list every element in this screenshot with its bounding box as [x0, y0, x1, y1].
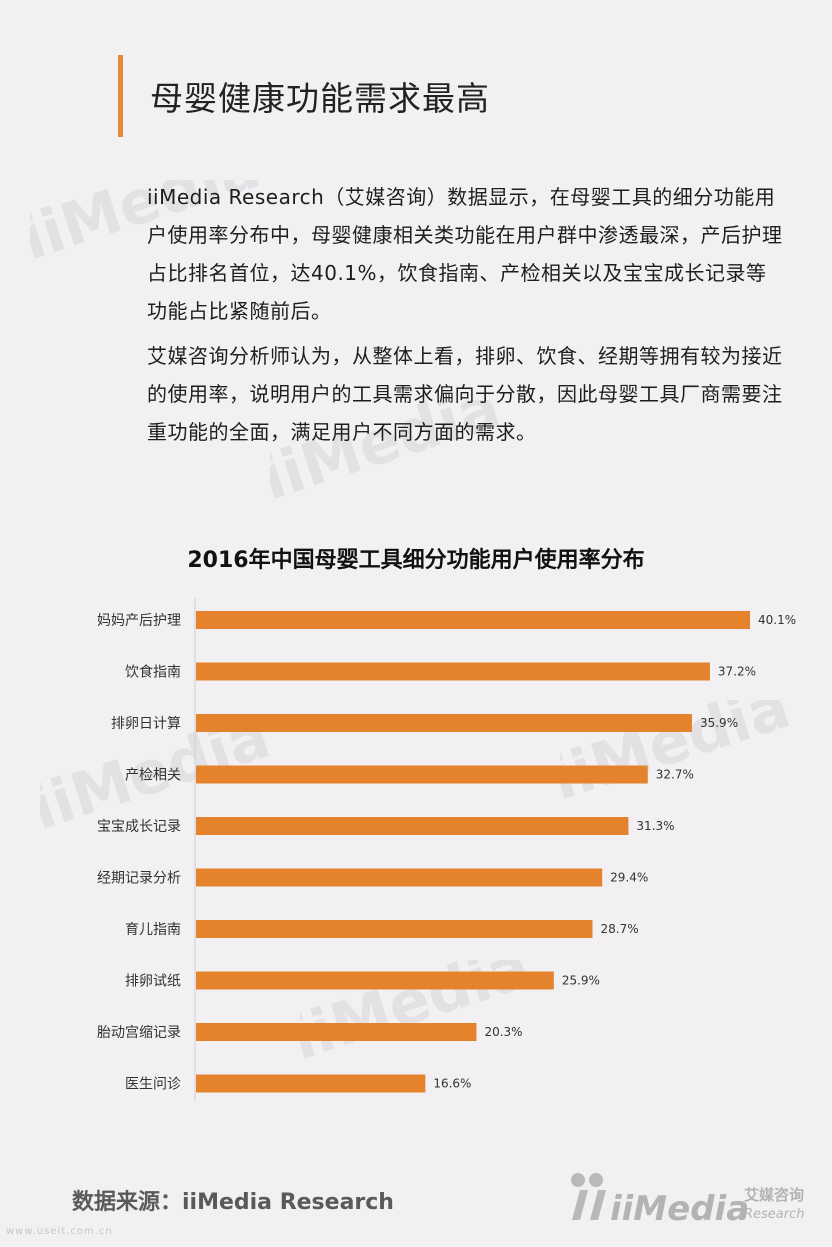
category-label: 胎动宫缩记录	[97, 1025, 181, 1041]
value-label: 29.4%	[610, 871, 648, 885]
intro-paragraph: iiMedia Research（艾媒咨询）数据显示，在母婴工具的细分功能用户使…	[147, 185, 783, 323]
category-label: 医生问诊	[125, 1077, 181, 1093]
value-label: 37.2%	[718, 665, 756, 679]
value-label: 31.3%	[636, 819, 674, 833]
bar	[196, 1023, 477, 1041]
value-label: 25.9%	[562, 974, 600, 988]
chart-title: 2016年中国母婴工具细分功能用户使用率分布	[187, 548, 645, 573]
bar	[196, 714, 692, 732]
category-label: 宝宝成长记录	[97, 819, 181, 835]
category-label: 妈妈产后护理	[97, 613, 181, 629]
bar	[196, 868, 603, 887]
bar	[196, 765, 648, 784]
page-title: 母婴健康功能需求最高	[150, 79, 490, 118]
value-label: 40.1%	[758, 613, 796, 627]
category-label: 饮食指南	[125, 664, 181, 681]
logo-dot-icon	[589, 1173, 603, 1187]
bar	[196, 971, 554, 990]
iimedia-logo: iiMedia 艾媒咨询 Research	[571, 1173, 805, 1228]
title-accent-bar	[118, 55, 123, 137]
category-label: 产检相关	[125, 768, 181, 784]
value-label: 16.6%	[433, 1077, 471, 1091]
bar	[196, 920, 593, 938]
logo-dot-icon	[571, 1173, 585, 1187]
logo-en-text: Research	[744, 1207, 805, 1222]
bar	[196, 662, 710, 681]
analysis-paragraph: 艾媒咨询分析师认为，从整体上看，排卵、饮食、经期等拥有较为接近的使用率，说明用户…	[147, 344, 783, 444]
category-label: 经期记录分析	[97, 871, 181, 887]
bar	[196, 817, 629, 835]
category-label: 排卵试纸	[125, 974, 181, 990]
bar	[196, 611, 750, 629]
value-label: 32.7%	[656, 768, 694, 782]
logo-brand: iiMedia	[610, 1189, 749, 1228]
value-label: 20.3%	[484, 1025, 522, 1039]
site-url: www.useit.com.cn	[6, 1226, 113, 1237]
value-label: 28.7%	[601, 922, 639, 936]
bar	[196, 1074, 426, 1093]
data-source: 数据来源：iiMedia Research	[72, 1190, 394, 1215]
bar-chart: 妈妈产后护理 40.1% 饮食指南 37.2% 排卵日计算 35.9% 产检相关 32.7% 宝…	[97, 598, 796, 1102]
logo-cn-text: 艾媒咨询	[744, 1186, 804, 1204]
value-label: 35.9%	[700, 716, 738, 730]
category-label: 育儿指南	[125, 922, 181, 938]
category-label: 排卵日计算	[111, 716, 181, 732]
